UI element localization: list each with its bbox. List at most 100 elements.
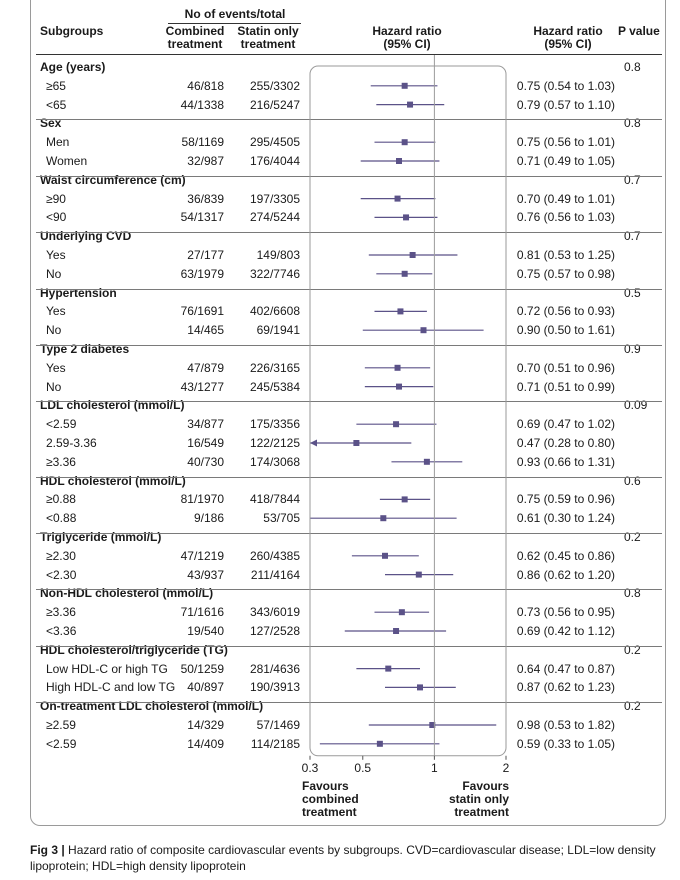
hazard-ratio-text: 0.70 (0.51 to 0.96) (516, 360, 615, 375)
subgroup-row-label: No (46, 266, 62, 281)
combined-events: 44/1338 (180, 97, 224, 112)
hazard-ratio-text: 0.79 (0.57 to 1.10) (516, 97, 615, 112)
statin-events: 281/4636 (249, 661, 300, 676)
combined-events: 43/937 (187, 567, 224, 582)
group-separator (36, 119, 662, 121)
statin-events: 245/5384 (249, 379, 300, 394)
favours-statin-label: treatment (454, 805, 509, 819)
group-separator (36, 175, 662, 177)
statin-events: 260/4385 (249, 548, 300, 563)
combined-events: 71/1616 (180, 605, 224, 620)
hr-marker (417, 684, 424, 691)
hr-marker (423, 458, 430, 465)
subgroup-row-label: ≥3.36 (46, 454, 76, 469)
hazard-ratio-text: 0.86 (0.62 to 1.20) (516, 567, 615, 582)
subgroup-row-label: ≥90 (46, 191, 66, 206)
statin-events: 127/2528 (249, 624, 300, 638)
combined-events: 14/465 (187, 323, 224, 338)
statin-events: 211/4164 (250, 567, 300, 582)
events-group-header: No of events/total (184, 7, 286, 21)
combined-events: 27/177 (187, 248, 224, 262)
subgroup-row-label: Yes (46, 360, 66, 375)
statin-events: 197/3305 (249, 191, 300, 206)
group-separator (36, 589, 662, 591)
hazard-ratio-text: 0.72 (0.56 to 0.93) (516, 304, 615, 319)
combined-header-line1: Combined (165, 24, 225, 38)
hazard-ratio-text: 0.71 (0.49 to 1.05) (516, 154, 615, 168)
statin-events: 53/705 (263, 511, 300, 526)
statin-events: 226/3165 (249, 360, 300, 375)
statin-events: 69/1941 (256, 323, 300, 338)
hr-marker (353, 440, 360, 446)
hr-marker (385, 665, 392, 672)
statin-events: 175/3356 (249, 417, 300, 432)
p-value: 0.8 (624, 60, 641, 74)
subgroup-row-label: Yes (46, 248, 66, 262)
hr-marker (380, 515, 387, 522)
subgroup-title: Age (years) (40, 60, 106, 74)
combined-events: 36/839 (187, 191, 224, 206)
hazard-ratio-text: 0.76 (0.56 to 1.03) (516, 210, 615, 225)
hazard-ratio-text: 0.93 (0.66 to 1.31) (516, 454, 615, 469)
hr-marker (403, 214, 410, 221)
hazard-ratio-text: 0.47 (0.28 to 0.80) (516, 436, 615, 450)
combined-events: 34/877 (187, 417, 224, 432)
hr-plot-header-line2: (95% CI) (383, 37, 431, 51)
subgroup-row-label: <0.88 (46, 511, 77, 526)
favours-combined-label: Favours (302, 779, 349, 793)
hr-marker (401, 139, 408, 146)
combined-events: 14/329 (187, 718, 224, 732)
hr-marker (394, 364, 401, 371)
hazard-ratio-text: 0.73 (0.56 to 0.95) (516, 605, 615, 620)
group-separator (36, 702, 662, 704)
statin-events: 57/1469 (256, 718, 300, 732)
hazard-ratio-text: 0.90 (0.50 to 1.61) (516, 323, 615, 338)
statin-events: 255/3302 (249, 78, 300, 93)
header-rule (36, 54, 662, 55)
combined-events: 40/897 (187, 680, 224, 695)
statin-header-line2: treatment (240, 37, 296, 51)
hr-marker (415, 571, 422, 578)
caption-label: Fig 3 | (30, 843, 69, 857)
hr-plot-header-line1: Hazard ratio (372, 24, 442, 38)
statin-events: 122/2125 (249, 436, 300, 450)
events-group-rule (168, 23, 301, 24)
combined-events: 19/540 (187, 624, 224, 638)
statin-events: 322/7746 (249, 266, 300, 281)
hr-marker (398, 609, 405, 616)
combined-events: 50/1259 (180, 661, 224, 676)
hazard-ratio-text: 0.69 (0.47 to 1.02) (516, 417, 615, 432)
combined-events: 46/818 (187, 78, 224, 93)
hr-marker (393, 628, 400, 634)
subgroup-row-label: Women (46, 154, 88, 168)
x-tick-label: 0.3 (302, 761, 319, 775)
hr-marker (401, 496, 408, 503)
hazard-ratio-text: 0.75 (0.59 to 0.96) (516, 492, 615, 507)
group-separator (36, 401, 662, 403)
statin-events: 114/2185 (250, 736, 300, 751)
hazard-ratio-text: 0.70 (0.49 to 1.01) (516, 191, 615, 206)
favours-combined-label: combined (302, 792, 359, 806)
hr-marker (401, 82, 408, 89)
subgroup-row-label: ≥2.59 (46, 718, 76, 732)
subgroup-row-label: <2.59 (46, 417, 77, 432)
statin-header-line1: Statin only (237, 24, 299, 38)
statin-events: 174/3068 (249, 454, 300, 469)
hazard-ratio-text: 0.71 (0.51 to 0.99) (516, 379, 615, 394)
x-tick-label: 2 (503, 761, 510, 775)
figure-frame (30, 0, 666, 826)
group-separator (36, 645, 662, 647)
combined-events: 32/987 (187, 154, 224, 168)
combined-events: 58/1169 (181, 135, 225, 150)
combined-events: 47/1219 (180, 548, 224, 563)
hr-text-header-line2: (95% CI) (544, 37, 592, 51)
x-tick-label: 1 (431, 761, 438, 775)
subgroup-row-label: ≥65 (46, 78, 66, 93)
hr-marker (394, 195, 401, 202)
hazard-ratio-text: 0.61 (0.30 to 1.24) (516, 511, 615, 526)
subgroup-row-label: <3.36 (46, 624, 77, 638)
hr-marker (407, 101, 414, 108)
statin-events: 274/5244 (249, 210, 300, 225)
combined-events: 40/730 (187, 454, 224, 469)
hr-marker (401, 270, 408, 277)
